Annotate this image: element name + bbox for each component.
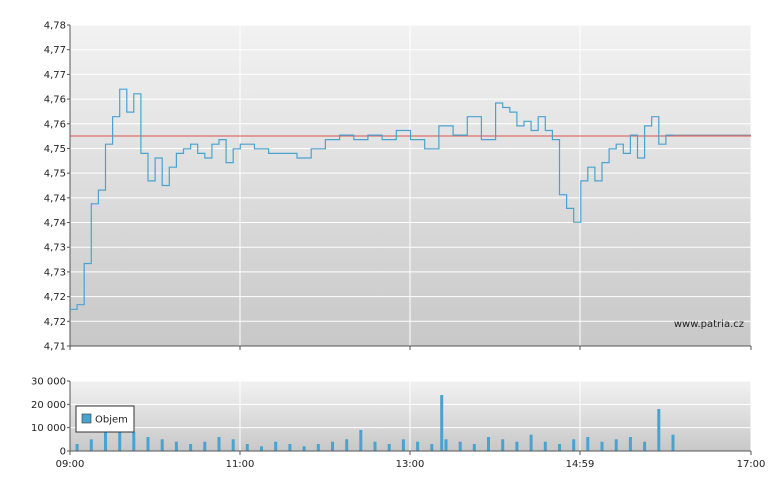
price-series-line	[70, 88, 673, 310]
volume-bar	[430, 444, 434, 451]
volume-bar	[373, 441, 377, 451]
volume-y-tick-label: 20 000	[31, 400, 66, 411]
volume-bar	[657, 409, 661, 451]
volume-y-tick-label: 0	[60, 447, 66, 458]
price-y-tick-label: 4,77	[44, 45, 66, 56]
volume-bar	[643, 441, 647, 451]
volume-y-tick-label: 30 000	[31, 377, 66, 388]
volume-bar	[118, 423, 122, 451]
volume-bar	[600, 441, 604, 451]
x-tick-label: 17:00	[737, 459, 766, 470]
volume-bar	[472, 444, 476, 451]
volume-bar	[671, 434, 675, 451]
volume-bar	[231, 439, 235, 451]
price-y-tick-label: 4,74	[44, 193, 66, 204]
volume-bar	[217, 437, 221, 451]
volume-legend: Objem	[75, 405, 135, 433]
volume-bar	[440, 395, 444, 451]
x-tick-label: 11:00	[226, 459, 255, 470]
volume-bar	[501, 439, 505, 451]
price-y-tick-label: 4,77	[44, 70, 66, 81]
price-y-tick-label: 4,76	[44, 119, 66, 130]
price-chart-panel: 4,78 4,77 4,77 4,76 4,76 4,75 4,75 4,74 4,74 4,73…	[44, 21, 752, 353]
volume-bar	[302, 446, 306, 451]
volume-bar	[260, 446, 263, 451]
volume-bar	[274, 441, 278, 451]
price-y-tick-label: 4,71	[44, 342, 66, 353]
volume-y-tick-label: 10 000	[31, 423, 66, 434]
volume-bar	[444, 439, 448, 451]
volume-bar	[160, 439, 164, 451]
volume-bar	[387, 444, 391, 451]
price-y-tick-label: 4,73	[44, 243, 66, 254]
volume-bar	[316, 444, 320, 451]
legend-swatch	[81, 413, 92, 424]
volume-bar	[203, 441, 207, 451]
x-tick-label: 09:00	[56, 459, 85, 470]
volume-bar	[628, 437, 632, 451]
volume-bar	[487, 437, 490, 451]
price-y-tick-label: 4,73	[44, 267, 66, 278]
price-y-tick-label: 4,72	[44, 317, 66, 328]
price-y-tick-label: 4,74	[44, 218, 66, 229]
volume-bar	[245, 444, 249, 451]
x-tick-label: 14:59	[566, 459, 595, 470]
volume-bar	[586, 437, 590, 451]
volume-bar	[529, 434, 533, 451]
volume-bar	[401, 439, 405, 451]
volume-bar	[458, 441, 462, 451]
volume-bar	[345, 439, 349, 451]
volume-bar	[331, 441, 334, 451]
volume-bar	[558, 444, 561, 451]
volume-bar	[572, 439, 576, 451]
price-y-tick-label: 4,76	[44, 95, 66, 106]
x-tick-label: 13:00	[396, 459, 425, 470]
volume-chart-panel: 30 000 20 000 10 000 009:00 11:00 13:00 14:59 1…	[31, 377, 765, 471]
volume-bar	[89, 439, 93, 451]
price-y-tick-label: 4,72	[44, 292, 66, 303]
volume-bar	[416, 441, 420, 451]
volume-bar	[359, 430, 363, 451]
watermark-text: www.patria.cz	[674, 319, 744, 330]
volume-bar	[174, 441, 178, 451]
volume-bar	[614, 439, 618, 451]
price-y-tick-label: 4,78	[44, 21, 66, 32]
volume-bar	[146, 437, 150, 451]
volume-bar	[515, 441, 519, 451]
volume-bar	[75, 444, 79, 451]
price-y-tick-label: 4,75	[44, 169, 66, 180]
volume-bar	[288, 444, 292, 451]
price-y-tick-label: 4,75	[44, 144, 66, 155]
volume-bar	[189, 444, 193, 451]
volume-bar	[132, 432, 136, 451]
legend-label: Objem	[95, 415, 128, 426]
volume-bar	[543, 441, 547, 451]
